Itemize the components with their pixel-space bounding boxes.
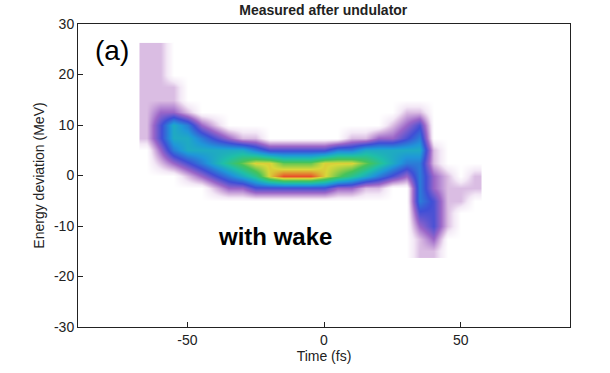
svg-text:0: 0 [66,167,74,183]
svg-text:-10: -10 [54,218,74,234]
svg-text:30: 30 [59,16,75,32]
svg-text:Energy deviation (MeV): Energy deviation (MeV) [31,102,47,248]
svg-text:0: 0 [320,332,328,348]
svg-text:Measured after undulator: Measured after undulator [239,2,408,18]
svg-text:20: 20 [59,66,75,82]
svg-text:10: 10 [59,117,75,133]
svg-text:50: 50 [453,332,469,348]
svg-text:Time (fs): Time (fs) [297,348,352,364]
svg-text:(a): (a) [95,35,129,66]
svg-text:with wake: with wake [218,223,332,250]
svg-text:-20: -20 [54,268,74,284]
svg-text:-50: -50 [177,332,197,348]
svg-text:-30: -30 [54,319,74,335]
